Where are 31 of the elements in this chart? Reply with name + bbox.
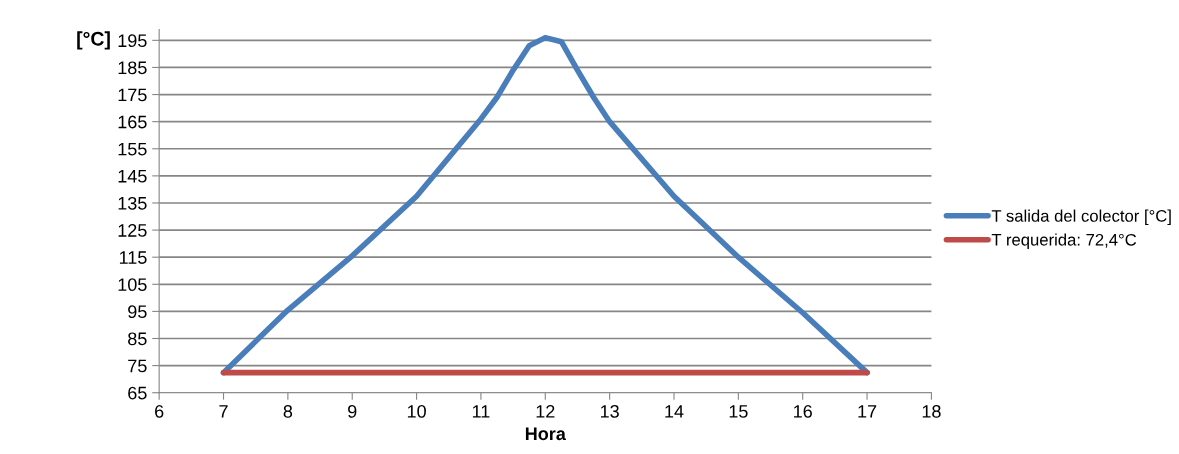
x-tick-label: 17: [858, 405, 877, 418]
y-tick-label: 185: [118, 61, 147, 75]
x-tick-label: 11: [472, 405, 490, 418]
x-tick-label: 7: [219, 405, 228, 418]
y-tick-label: 195: [118, 34, 147, 48]
y-tick-label: 155: [118, 142, 147, 156]
legend-label: T requerida: 72,4°C: [991, 233, 1137, 249]
y-tick-label: 175: [118, 88, 147, 102]
y-tick-label: 95: [128, 305, 147, 319]
x-axis-title: Hora: [525, 427, 566, 441]
x-tick-label: 14: [665, 405, 684, 418]
y-tick-label: 135: [118, 196, 147, 210]
x-tick-label: 15: [729, 405, 748, 418]
y-axis-title: [°C]: [77, 31, 110, 50]
x-tick-label: 18: [922, 404, 941, 418]
x-tick-label: 9: [348, 404, 357, 418]
x-tick-label: 12: [536, 404, 555, 418]
x-tick-label: 13: [600, 404, 619, 418]
y-tick-label: 165: [118, 115, 147, 129]
y-tick-label: 145: [118, 169, 147, 183]
x-tick-label: 8: [283, 404, 293, 418]
y-tick-label: 65: [128, 386, 147, 400]
y-tick-label: 75: [128, 359, 147, 373]
x-tick-label: 6: [155, 404, 164, 418]
y-tick-label: 85: [128, 332, 147, 346]
y-tick-label: 105: [118, 278, 147, 292]
x-tick-label: 16: [794, 404, 812, 418]
y-tick-label: 125: [118, 224, 147, 237]
x-tick-label: 10: [407, 404, 426, 418]
legend-label: T salida del colector [°C]: [991, 209, 1171, 226]
y-tick-label: 115: [119, 251, 147, 264]
